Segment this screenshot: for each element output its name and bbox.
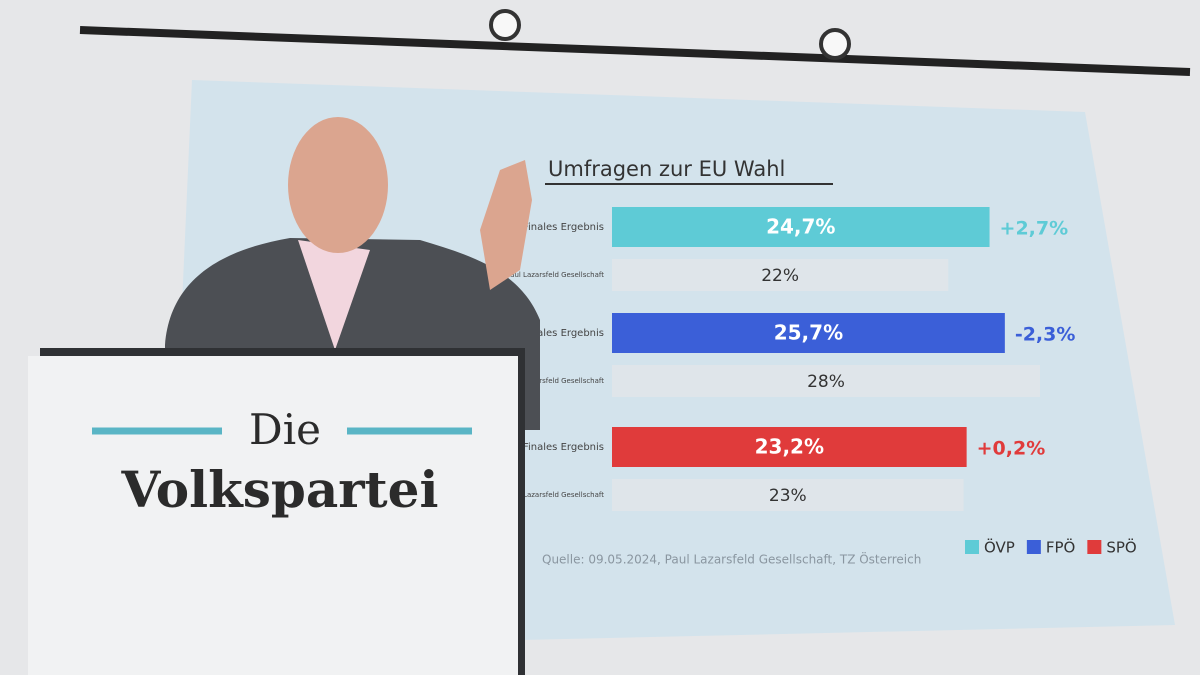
bar (612, 207, 990, 247)
category-label: Finales Ergebnis (523, 222, 604, 233)
legend-swatch (1026, 540, 1041, 554)
podium-text: Volkspartei (121, 460, 439, 519)
value-label: 24,7% (766, 215, 835, 239)
light-rail (79, 26, 1191, 76)
legend-label: SPÖ (1106, 538, 1136, 557)
value-label: 28% (807, 372, 845, 392)
bar (612, 259, 949, 291)
speaker-head (288, 117, 388, 253)
spotlight (489, 9, 521, 41)
bar (612, 427, 967, 467)
source: Quelle: 09.05.2024, Paul Lazarsfeld Gese… (542, 551, 921, 567)
legend-swatch (1087, 540, 1102, 554)
spotlight (819, 28, 851, 60)
speaker-suit (165, 238, 540, 430)
category-label: Finales Ergebnis (523, 328, 604, 339)
change-label: +2,7% (1000, 218, 1069, 240)
category-label: Paul Lazarsfeld Gesellschaft (506, 491, 604, 499)
bar (612, 365, 1040, 397)
value-label: 23% (769, 486, 807, 506)
value-label: 25,7% (774, 321, 843, 345)
legend-label: ÖVP (984, 538, 1015, 557)
chart-title: Umfragen zur EU Wahl (548, 157, 785, 181)
chart: 24,7% +2,7% 22% Finales Ergebnis Paul Lazars… (506, 207, 1137, 557)
value-label: 23,2% (755, 435, 824, 459)
category-label: Paul Lazarsfeld Gesellschaft (506, 377, 604, 385)
change-label: -2,3% (1015, 324, 1076, 346)
value-label: 22% (761, 266, 799, 286)
legend-swatch (965, 540, 979, 554)
bar (612, 313, 1005, 353)
shirt (298, 240, 370, 350)
bar (612, 479, 964, 511)
legend-label: FPÖ (1046, 538, 1075, 557)
podium-text: Die (249, 405, 321, 454)
category-label: Finales Ergebnis (523, 442, 604, 453)
change-label: +0,2% (977, 438, 1046, 460)
category-label: Paul Lazarsfeld Gesellschaft (506, 271, 604, 279)
speaker-hand (480, 160, 532, 290)
podium (28, 356, 518, 675)
